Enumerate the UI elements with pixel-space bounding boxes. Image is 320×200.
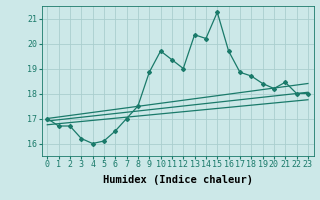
X-axis label: Humidex (Indice chaleur): Humidex (Indice chaleur) [103,175,252,185]
